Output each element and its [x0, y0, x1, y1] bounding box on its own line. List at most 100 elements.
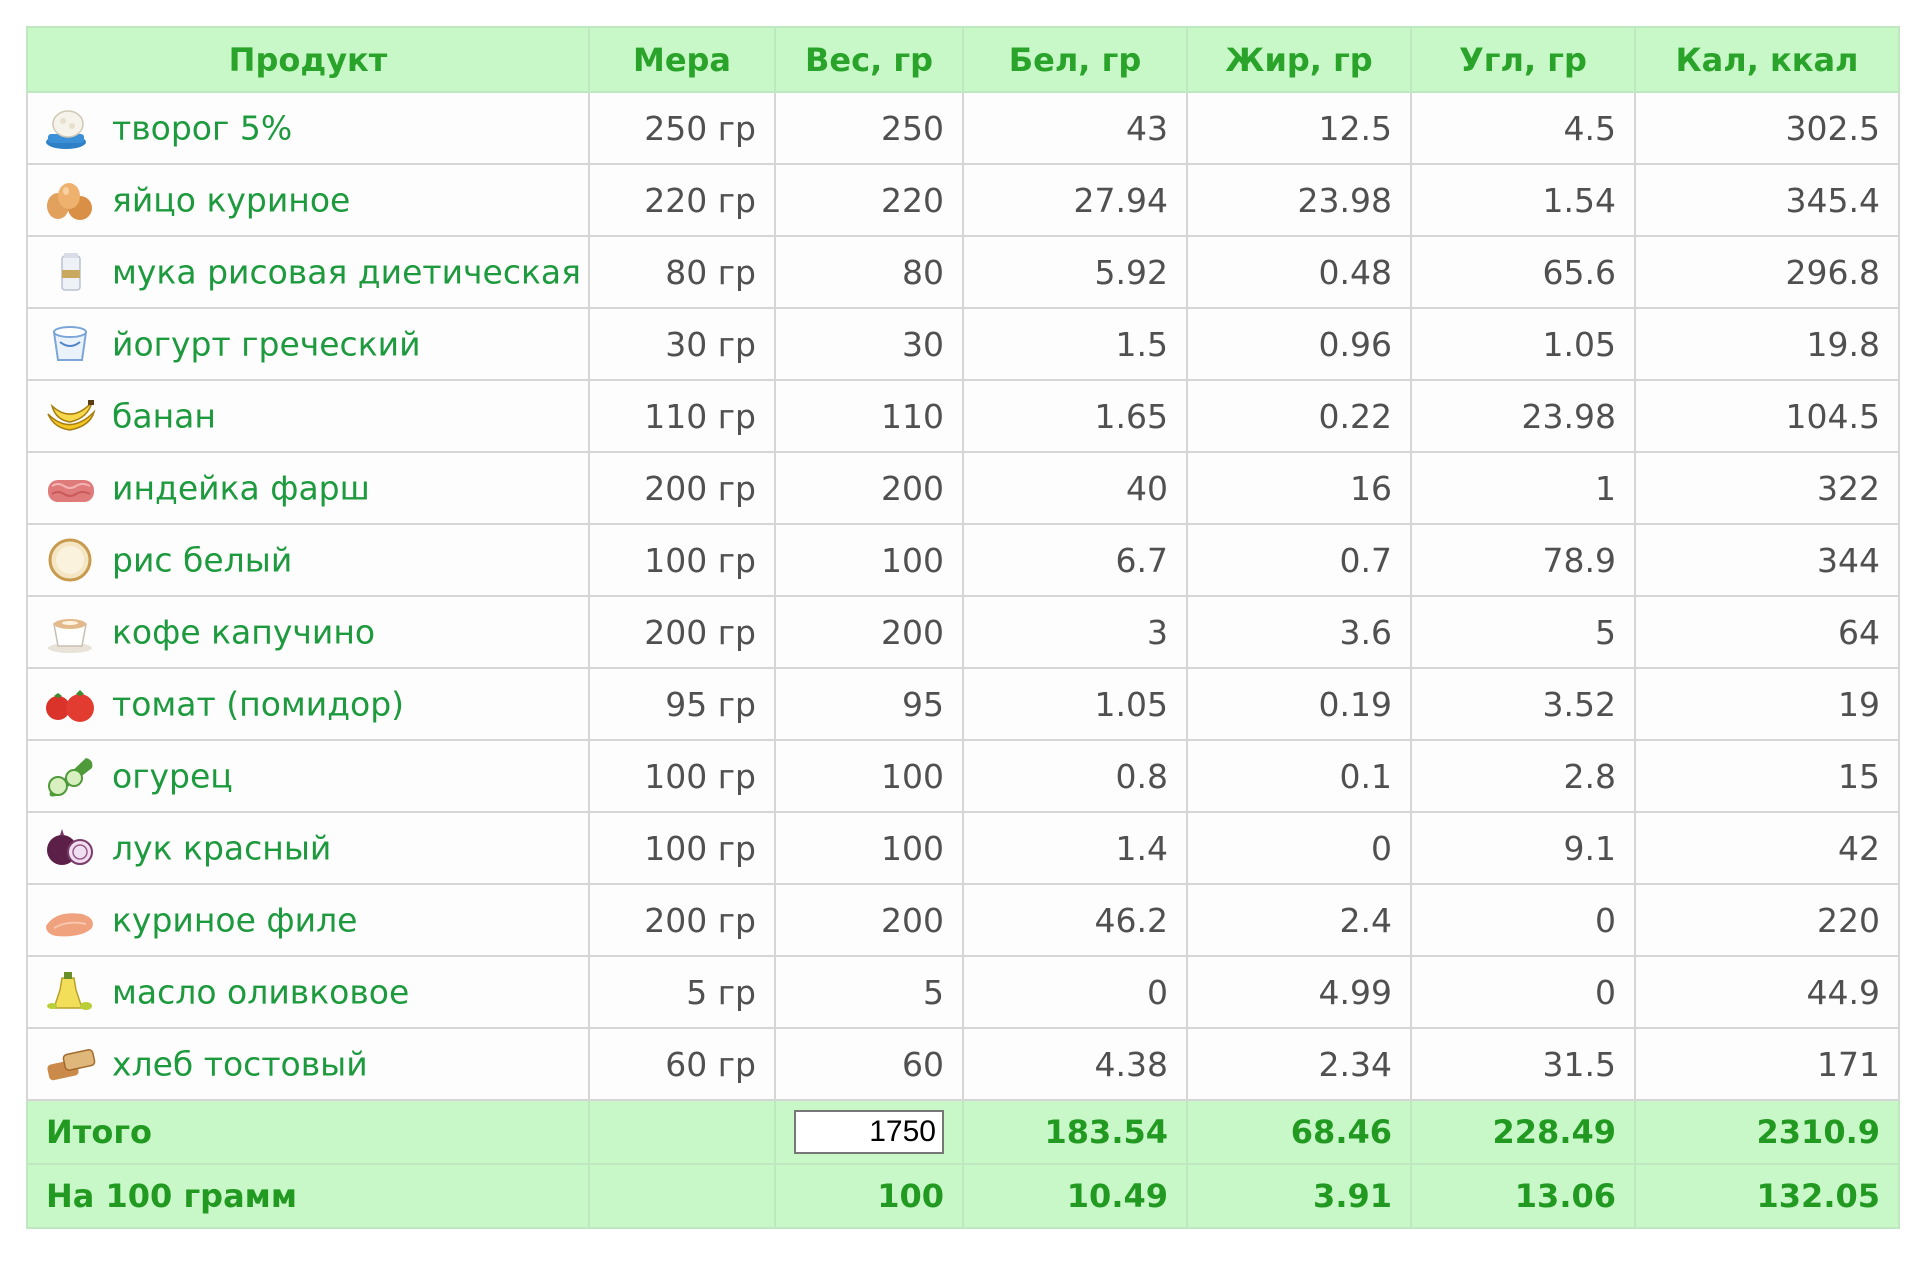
totals-weight-cell: [774, 1099, 964, 1165]
per100-kcal: 132.05: [1634, 1163, 1900, 1229]
totals-kcal: 2310.9: [1634, 1099, 1900, 1165]
header-fat: Жир, гр: [1186, 26, 1412, 93]
cell-kcal: 322: [1634, 451, 1900, 525]
product-link[interactable]: томат (помидор): [112, 684, 405, 724]
cell-weight: 200: [774, 595, 964, 669]
product-link[interactable]: банан: [112, 396, 216, 436]
yogurt-cup-icon: [42, 320, 100, 368]
cell-measure: 220 гр: [588, 163, 776, 237]
cell-kcal: 171: [1634, 1027, 1900, 1101]
cell-weight: 200: [774, 883, 964, 957]
product-name-cell: индейка фарш: [26, 451, 590, 525]
product-link[interactable]: кофе капучино: [112, 612, 376, 652]
cell-measure: 95 гр: [588, 667, 776, 741]
cell-protein: 4.38: [962, 1027, 1188, 1101]
cell-weight: 110: [774, 379, 964, 453]
per100-weight: 100: [774, 1163, 964, 1229]
cell-fat: 23.98: [1186, 163, 1412, 237]
product-name-cell: яйцо куриное: [26, 163, 590, 237]
cell-fat: 0.96: [1186, 307, 1412, 381]
cell-carbs: 5: [1410, 595, 1636, 669]
cell-carbs: 65.6: [1410, 235, 1636, 309]
minced-meat-icon: [42, 464, 100, 512]
flour-pack-icon: [42, 248, 100, 296]
cell-carbs: 3.52: [1410, 667, 1636, 741]
product-link[interactable]: лук красный: [112, 828, 332, 868]
cell-measure: 60 гр: [588, 1027, 776, 1101]
product-link[interactable]: йогурт греческий: [112, 324, 421, 364]
product-link[interactable]: индейка фарш: [112, 468, 370, 508]
cell-weight: 30: [774, 307, 964, 381]
banana-icon: [42, 392, 100, 440]
table-row: йогурт греческий 30 гр 30 1.5 0.96 1.05 19.8: [26, 307, 1900, 381]
chicken-fillet-icon: [42, 896, 100, 944]
cell-protein: 5.92: [962, 235, 1188, 309]
cell-fat: 16: [1186, 451, 1412, 525]
cell-kcal: 15: [1634, 739, 1900, 813]
totals-protein: 183.54: [962, 1099, 1188, 1165]
cell-fat: 2.4: [1186, 883, 1412, 957]
product-rows: творог 5% 250 гр 250 43 12.5 4.5 302.5 яйцо кур…: [26, 91, 1900, 1101]
cell-weight: 250: [774, 91, 964, 165]
cell-measure: 100 гр: [588, 523, 776, 597]
product-name-cell: йогурт греческий: [26, 307, 590, 381]
product-link[interactable]: мука рисовая диетическая: [112, 252, 581, 292]
product-name-cell: лук красный: [26, 811, 590, 885]
cell-measure: 110 гр: [588, 379, 776, 453]
cell-measure: 100 гр: [588, 811, 776, 885]
cell-kcal: 345.4: [1634, 163, 1900, 237]
cell-carbs: 4.5: [1410, 91, 1636, 165]
cell-weight: 100: [774, 739, 964, 813]
cell-carbs: 0: [1410, 955, 1636, 1029]
cell-carbs: 1.54: [1410, 163, 1636, 237]
table-row: яйцо куриное 220 гр 220 27.94 23.98 1.54 345.4: [26, 163, 1900, 237]
product-link[interactable]: творог 5%: [112, 108, 293, 148]
cell-weight: 5: [774, 955, 964, 1029]
table-row: огурец 100 гр 100 0.8 0.1 2.8 15: [26, 739, 1900, 813]
cell-weight: 80: [774, 235, 964, 309]
product-link[interactable]: куриное филе: [112, 900, 358, 940]
table-row: банан 110 гр 110 1.65 0.22 23.98 104.5: [26, 379, 1900, 453]
cell-carbs: 9.1: [1410, 811, 1636, 885]
per100-label: На 100 грамм: [26, 1163, 590, 1229]
cell-fat: 2.34: [1186, 1027, 1412, 1101]
per100-measure-empty: [588, 1163, 776, 1229]
product-link[interactable]: хлеб тостовый: [112, 1044, 368, 1084]
cell-fat: 0.19: [1186, 667, 1412, 741]
cell-kcal: 296.8: [1634, 235, 1900, 309]
cell-protein: 1.65: [962, 379, 1188, 453]
totals-label: Итого: [26, 1099, 590, 1165]
cell-kcal: 44.9: [1634, 955, 1900, 1029]
total-weight-input[interactable]: [794, 1110, 944, 1154]
toast-bread-icon: [42, 1040, 100, 1088]
product-link[interactable]: огурец: [112, 756, 233, 796]
cell-kcal: 220: [1634, 883, 1900, 957]
product-name-cell: творог 5%: [26, 91, 590, 165]
table-row: индейка фарш 200 гр 200 40 16 1 322: [26, 451, 1900, 525]
totals-measure-empty: [588, 1099, 776, 1165]
header-measure: Мера: [588, 26, 776, 93]
cottage-cheese-icon: [42, 104, 100, 152]
product-name-cell: кофе капучино: [26, 595, 590, 669]
table-row: масло оливковое 5 гр 5 0 4.99 0 44.9: [26, 955, 1900, 1029]
cucumber-icon: [42, 752, 100, 800]
table-row: томат (помидор) 95 гр 95 1.05 0.19 3.52 19: [26, 667, 1900, 741]
cell-weight: 200: [774, 451, 964, 525]
header-protein: Бел, гр: [962, 26, 1188, 93]
cell-protein: 40: [962, 451, 1188, 525]
cell-weight: 60: [774, 1027, 964, 1101]
cell-carbs: 78.9: [1410, 523, 1636, 597]
product-name-cell: масло оливковое: [26, 955, 590, 1029]
product-link[interactable]: масло оливковое: [112, 972, 410, 1012]
table-row: кофе капучино 200 гр 200 3 3.6 5 64: [26, 595, 1900, 669]
cell-kcal: 64: [1634, 595, 1900, 669]
product-link[interactable]: рис белый: [112, 540, 293, 580]
cell-carbs: 31.5: [1410, 1027, 1636, 1101]
product-link[interactable]: яйцо куриное: [112, 180, 351, 220]
cell-fat: 0: [1186, 811, 1412, 885]
cell-fat: 0.22: [1186, 379, 1412, 453]
nutrition-calculator: Продукт Мера Вес, гр Бел, гр Жир, гр Угл…: [26, 26, 1900, 1229]
cell-fat: 4.99: [1186, 955, 1412, 1029]
cell-weight: 100: [774, 811, 964, 885]
red-onion-icon: [42, 824, 100, 872]
